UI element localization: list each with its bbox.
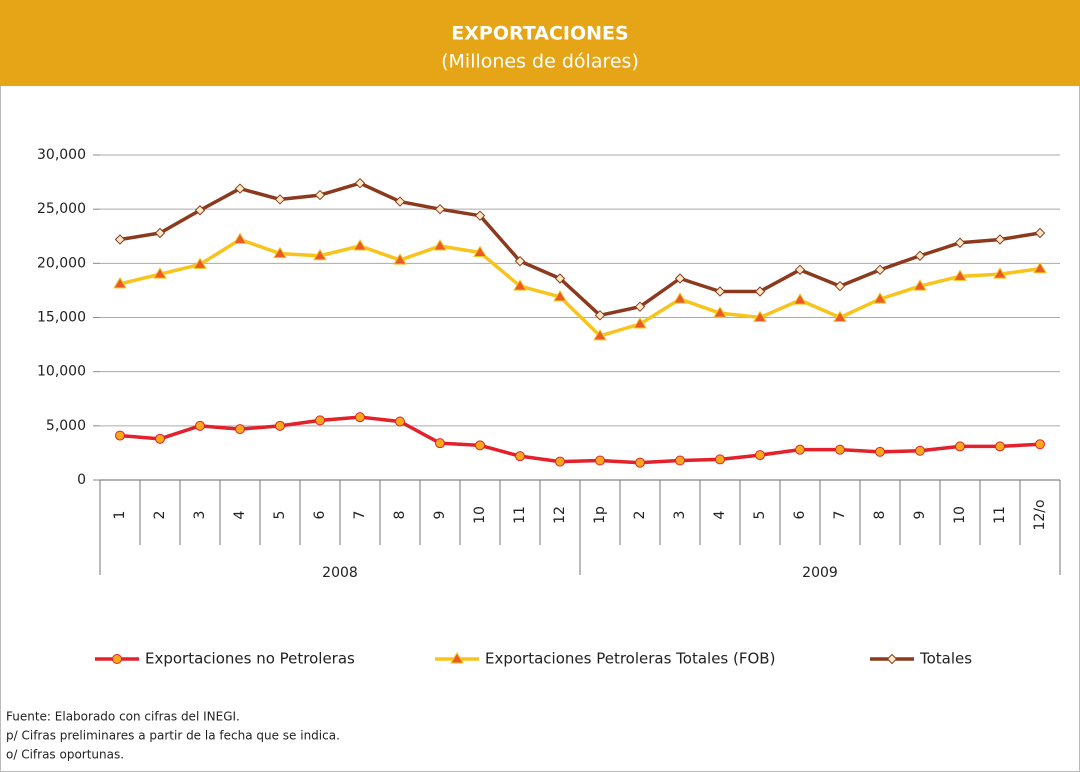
x-tick-label: 9 (432, 511, 448, 520)
point (436, 439, 445, 448)
group-label: 2009 (802, 565, 838, 581)
note: Fuente: Elaborado con cifras del INEGI. (6, 710, 240, 724)
point (676, 456, 685, 465)
chart-title: EXPORTACIONES (451, 23, 628, 45)
x-tick-label: 4 (712, 510, 728, 519)
y-tick-label: 20,000 (37, 255, 86, 271)
x-tick-label: 2 (632, 511, 648, 520)
point (1036, 440, 1045, 449)
chart-subtitle: (Millones de dólares) (441, 51, 639, 73)
legend-label: Exportaciones no Petroleras (145, 650, 355, 668)
group-label: 2008 (322, 565, 358, 581)
legend-label: Totales (919, 650, 972, 668)
x-tick-label: 2 (152, 511, 168, 520)
point (596, 456, 605, 465)
x-tick-label: 5 (272, 511, 288, 520)
legend-label: Exportaciones Petroleras Totales (FOB) (485, 650, 775, 668)
point (156, 434, 165, 443)
x-tick-label: 8 (872, 511, 888, 520)
chart: EXPORTACIONES (Millones de dólares) 0 5,0… (0, 0, 1080, 772)
y-tick-label: 10,000 (37, 364, 86, 380)
x-tick-label: 12/o (1032, 499, 1048, 530)
x-tick-label: 7 (832, 511, 848, 520)
point (796, 445, 805, 454)
y-tick-label: 15,000 (37, 310, 86, 326)
note: p/ Cifras preliminares a partir de la fe… (6, 729, 340, 743)
x-tick-label: 11 (992, 506, 1008, 524)
point (196, 421, 205, 430)
point (916, 446, 925, 455)
point (236, 425, 245, 434)
point (396, 417, 405, 426)
point (756, 451, 765, 460)
point (116, 431, 125, 440)
x-tick-label: 6 (312, 510, 328, 519)
point (836, 445, 845, 454)
y-tick-label: 5,000 (46, 418, 86, 434)
x-tick-label: 3 (192, 511, 208, 520)
point (516, 452, 525, 461)
x-tick-label: 9 (912, 511, 928, 520)
note: o/ Cifras oportunas. (6, 748, 124, 762)
point (476, 441, 485, 450)
x-tick-label: 7 (352, 511, 368, 520)
point (356, 413, 365, 422)
x-tick-label: 10 (472, 506, 488, 524)
y-tick-label: 0 (77, 472, 86, 488)
point (996, 442, 1005, 451)
x-tick-label: 1p (592, 506, 608, 524)
x-tick-label: 3 (672, 511, 688, 520)
x-tick-label: 10 (952, 506, 968, 524)
x-tick-label: 11 (512, 506, 528, 524)
y-tick-label: 25,000 (37, 201, 86, 217)
y-tick-label: 30,000 (37, 147, 86, 163)
point (876, 447, 885, 456)
legend-marker (113, 655, 122, 664)
point (716, 455, 725, 464)
x-tick-label: 5 (752, 511, 768, 520)
point (956, 442, 965, 451)
x-tick-label: 8 (392, 511, 408, 520)
point (276, 421, 285, 430)
point (316, 416, 325, 425)
point (636, 458, 645, 467)
x-tick-label: 4 (232, 510, 248, 519)
x-tick-label: 12 (552, 506, 568, 524)
x-tick-label: 6 (792, 510, 808, 519)
x-tick-label: 1 (112, 511, 128, 520)
point (556, 457, 565, 466)
